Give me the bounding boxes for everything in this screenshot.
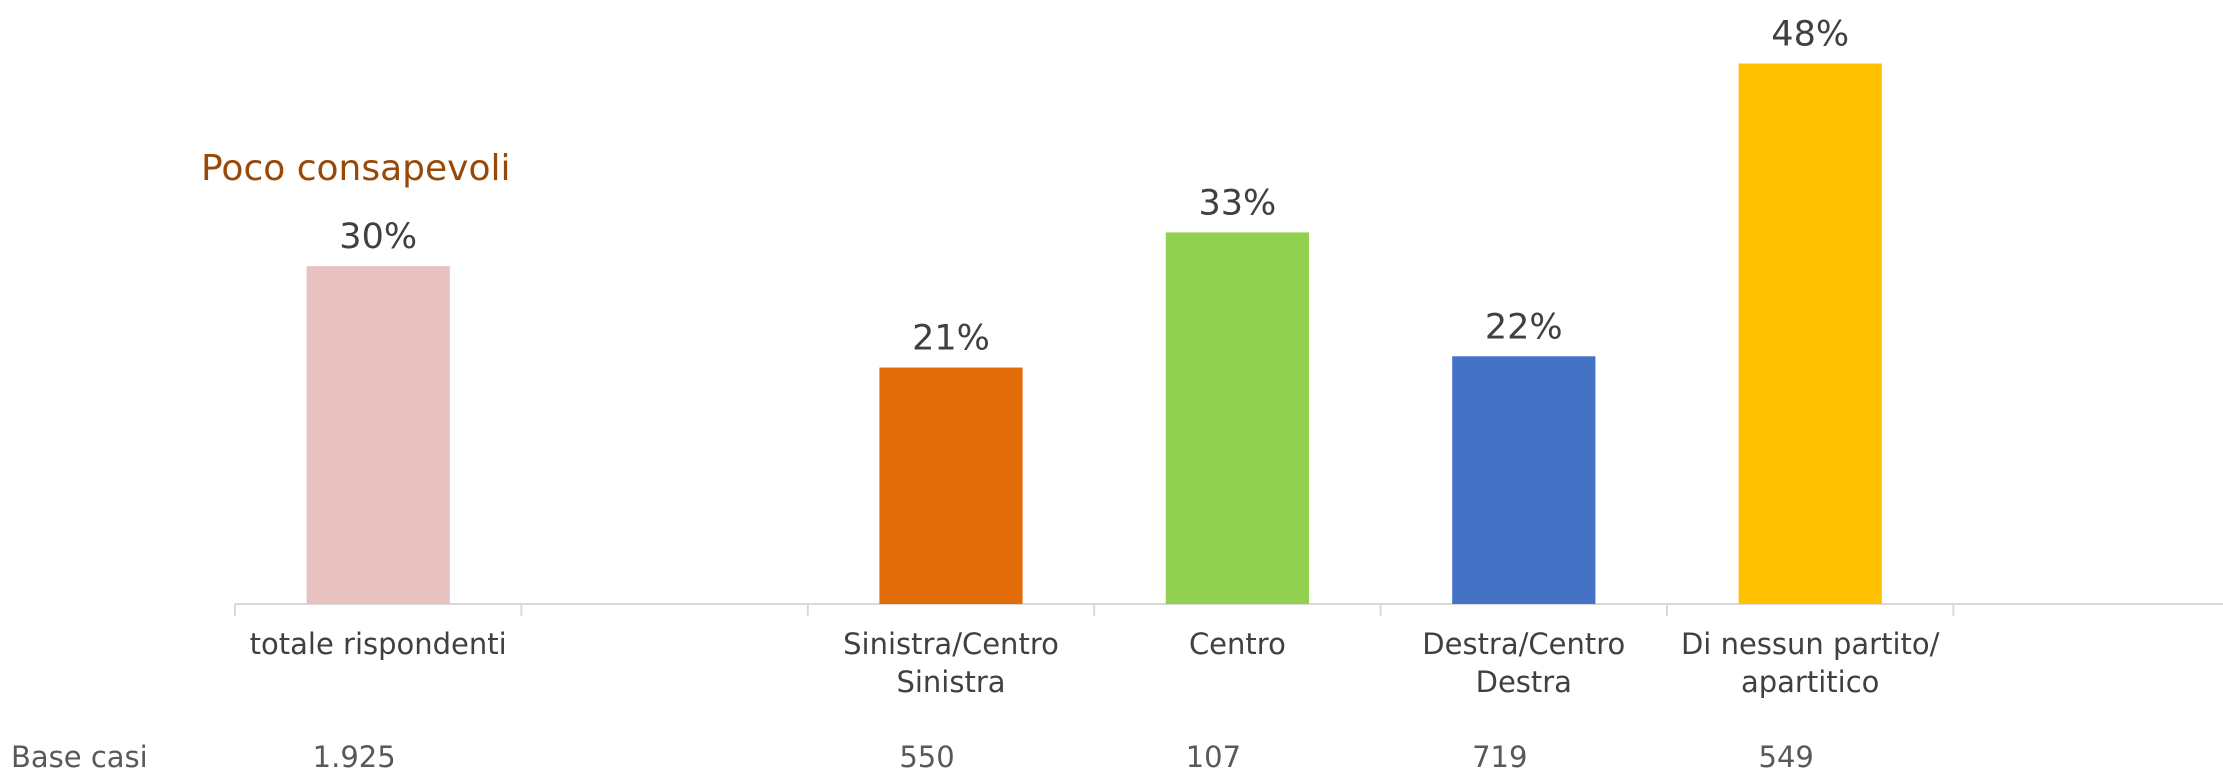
bar [306,266,450,604]
x-tick-label: Centro [1188,627,1286,661]
data-label: 30% [339,217,417,257]
data-label: 21% [912,319,990,359]
base-count: 107 [1185,740,1242,774]
bar [879,367,1023,604]
data-label: 48% [1771,15,1849,55]
base-count: 1.925 [312,740,396,774]
x-tick-label: Di nessun partito/ apartitico [1680,627,1940,699]
bar [1738,63,1882,604]
base-label: Base casi [11,740,148,774]
bar [1452,356,1596,604]
x-tick-label: totale rispondenti [249,627,507,661]
x-tick-label: Destra/Centro Destra [1422,627,1626,699]
data-label: 22% [1485,307,1563,347]
base-count: 549 [1758,740,1814,774]
chart-title: Poco consapevoli [201,148,511,189]
x-tick-label: Sinistra/Centro Sinistra [843,627,1059,699]
bar [1165,232,1309,605]
base-count: 550 [899,740,955,774]
data-label: 33% [1199,183,1277,223]
base-count: 719 [1472,740,1528,774]
